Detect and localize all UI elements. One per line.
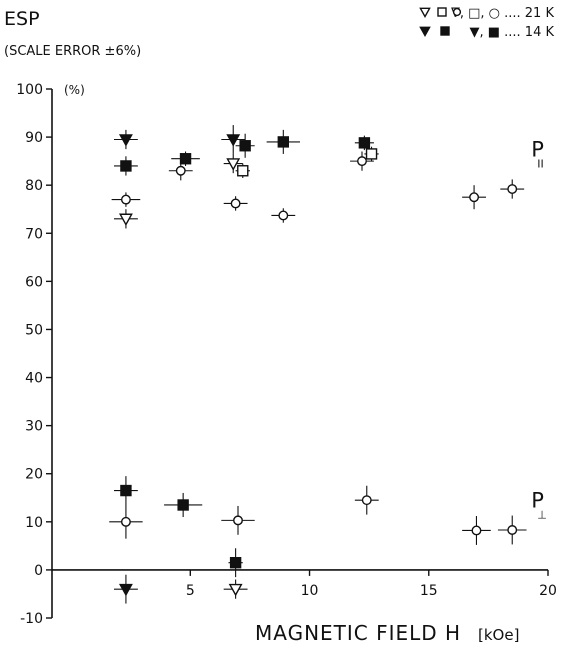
marker-triangle: [118, 583, 133, 597]
y-tick-label: 50: [25, 322, 43, 338]
p-parallel-subscript: II: [537, 157, 544, 170]
data-point-open-circle: [462, 516, 491, 545]
marker-circle: [120, 516, 131, 527]
marker-triangle: [226, 158, 241, 171]
marker-circle: [175, 165, 186, 176]
legend-symbol-filled-triangle: [419, 26, 431, 38]
data-point-open-triangle: [223, 153, 243, 174]
data-point-open-square: [235, 163, 250, 178]
marker-square: [237, 165, 249, 177]
data-point-open-circle: [497, 515, 527, 545]
marker-circle: [357, 156, 367, 167]
chart-title: ESP: [4, 8, 40, 30]
x-tick-label: 5: [186, 583, 195, 599]
legend-symbol-open-square: [437, 7, 447, 17]
data-point-open-circle: [221, 505, 255, 535]
data-point-filled-square: [164, 492, 203, 518]
x-axis-unit: [kOe]: [478, 626, 519, 644]
marker-square: [120, 484, 132, 497]
data-point-filled-square: [354, 135, 374, 151]
p-perp-label: P: [531, 488, 544, 512]
p-perp-subscript: ⊥: [537, 508, 547, 521]
marker-circle: [361, 495, 372, 506]
data-point-open-circle: [109, 504, 143, 539]
data-marks: [109, 125, 527, 604]
y-tick-label: 60: [25, 274, 43, 290]
data-point-open-circle: [168, 161, 193, 181]
legend-symbol-open-triangle: [419, 7, 431, 19]
legend-row-21k: ∇, □, ○ .... 21 K: [450, 6, 554, 21]
data-point-open-circle: [350, 151, 374, 171]
y-tick-label: 10: [25, 515, 43, 531]
marker-triangle: [226, 134, 241, 147]
data-point-open-circle: [354, 485, 379, 515]
x-tick-label: 15: [420, 583, 438, 599]
data-point-filled-square: [114, 156, 138, 176]
marker-square: [365, 148, 378, 160]
marker-square: [179, 153, 192, 165]
marker-square: [239, 140, 251, 152]
x-tick-label: 10: [301, 583, 319, 599]
marker-square: [437, 7, 447, 17]
y-tick-label: 20: [25, 467, 43, 483]
marker-circle: [507, 525, 518, 535]
legend-symbol-filled-square: [440, 26, 450, 36]
data-point-open-circle: [271, 208, 296, 223]
marker-triangle: [118, 213, 133, 227]
data-point-open-circle: [111, 192, 141, 207]
x-axis-label: MAGNETIC FIELD H: [255, 621, 461, 645]
data-point-open-circle: [223, 196, 248, 211]
y-tick-label: 40: [25, 371, 43, 387]
data-point-open-triangle: [114, 209, 138, 229]
marker-circle: [452, 7, 462, 17]
data-point-filled-triangle: [221, 125, 246, 154]
data-point-open-circle: [462, 185, 486, 210]
data-point-filled-square: [171, 151, 200, 166]
marker-square: [358, 137, 371, 149]
data-point-filled-square: [114, 476, 138, 505]
marker-circle: [120, 194, 131, 205]
marker-square: [120, 160, 132, 172]
data-point-filled-square: [228, 548, 243, 578]
axes: -10 0 10 20 30 40 50 60 70 80 90 100 5 10 15 20: [16, 82, 557, 627]
y-tick-label: 80: [25, 178, 43, 194]
data-point-filled-square: [235, 133, 255, 158]
y-tick-label: 90: [25, 130, 43, 146]
marker-square: [277, 136, 290, 148]
p-parallel-label: P: [531, 137, 544, 161]
marker-circle: [469, 192, 480, 203]
marker-triangle: [419, 26, 431, 38]
marker-circle: [507, 184, 518, 194]
marker-triangle: [228, 583, 243, 597]
y-unit-label: (%): [64, 83, 85, 97]
chart-subtitle: (SCALE ERROR ±6%): [4, 44, 141, 59]
marker-circle: [230, 198, 241, 209]
marker-circle: [278, 210, 289, 221]
marker-square: [177, 499, 189, 511]
data-point-open-circle: [500, 179, 525, 199]
data-point-open-triangle: [223, 579, 248, 599]
marker-triangle: [419, 7, 431, 19]
y-tick-label: 30: [25, 419, 43, 435]
legend-symbol-open-circle: [452, 7, 462, 17]
marker-triangle: [118, 134, 133, 147]
marker-square: [440, 26, 450, 36]
y-tick-label: 100: [16, 82, 43, 98]
legend-row-14k: ▼, ■ .... 14 K: [469, 25, 554, 40]
y-tick-label: 0: [34, 563, 43, 579]
data-point-filled-triangle: [114, 574, 138, 604]
data-point-filled-square: [266, 129, 300, 154]
y-tick-label: 70: [25, 226, 43, 242]
data-point-filled-triangle: [114, 129, 138, 150]
marker-circle: [233, 515, 243, 526]
marker-circle: [471, 525, 482, 536]
y-tick-label: -10: [20, 611, 43, 627]
marker-square: [229, 556, 242, 569]
data-point-open-square: [364, 146, 379, 162]
x-tick-label: 20: [539, 583, 557, 599]
